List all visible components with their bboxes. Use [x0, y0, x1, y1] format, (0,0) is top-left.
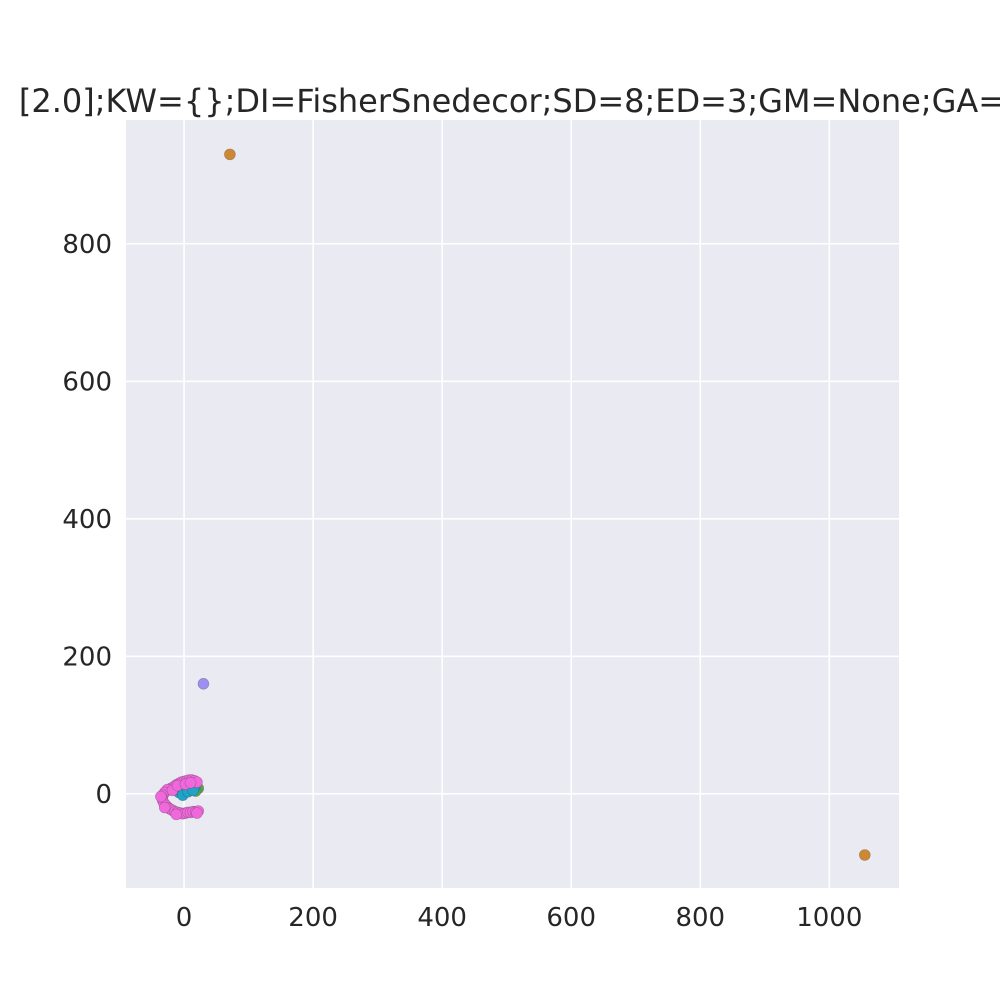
- data-point: [224, 148, 236, 161]
- y-tick-label: 600: [62, 367, 112, 397]
- y-tick-label: 400: [62, 505, 112, 535]
- data-point: [184, 777, 197, 789]
- x-tick-label: 200: [288, 903, 338, 933]
- data-point: [155, 790, 167, 803]
- y-tick-label: 800: [62, 230, 112, 260]
- data-point: [197, 677, 210, 690]
- data-point: [170, 808, 183, 821]
- data-point: [191, 807, 203, 819]
- x-tick-label: 600: [546, 903, 596, 933]
- chart-title: [2.0];KW={};DI=FisherSnedecor;SD=8;ED=3;…: [19, 82, 1000, 120]
- plot-background: [126, 120, 899, 888]
- data-points: [155, 148, 871, 861]
- x-axis-ticks: 0 200 400 600 800 1000: [176, 903, 863, 933]
- y-tick-label: 200: [62, 642, 112, 672]
- x-tick-label: 800: [675, 903, 725, 933]
- series: [224, 148, 871, 861]
- x-tick-label: 1000: [796, 903, 862, 933]
- grid-lines: [126, 120, 899, 888]
- data-point: [859, 849, 871, 861]
- x-tick-label: 0: [176, 903, 193, 933]
- data-point: [158, 801, 171, 814]
- y-axis-ticks: 0 200 400 600 800: [62, 230, 112, 810]
- series: [197, 677, 210, 690]
- series: [155, 774, 205, 821]
- x-tick-label: 400: [417, 903, 467, 933]
- y-tick-label: 0: [95, 780, 112, 810]
